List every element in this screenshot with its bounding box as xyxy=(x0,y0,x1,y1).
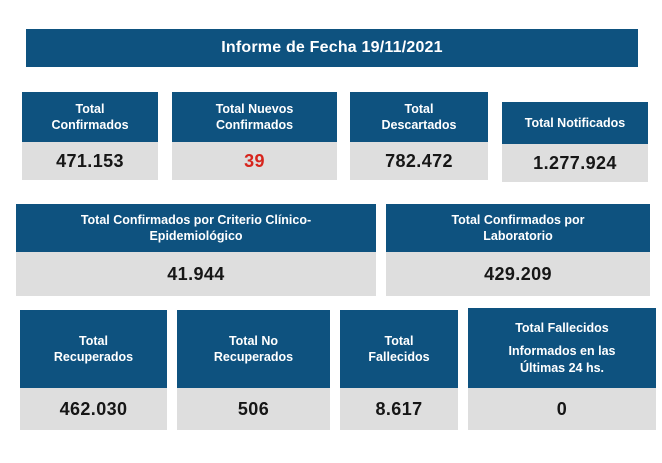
report-title: Informe de Fecha 19/11/2021 xyxy=(221,39,443,56)
card-label-fallecidos-24hs-line2: Informados en las Últimas 24 hs. xyxy=(508,344,616,375)
stat-card-confirmados-laboratorio: Total Confirmados por Laboratorio 429.20… xyxy=(386,204,650,296)
stat-card-total-nuevos-confirmados: Total Nuevos Confirmados 39 xyxy=(172,92,337,180)
stat-card-total-recuperados: Total Recuperados 462.030 xyxy=(20,310,167,430)
card-label-total-recuperados: Total Recuperados xyxy=(20,310,167,388)
card-label-confirmados-criterio-clinico: Total Confirmados por Criterio Clínico- … xyxy=(16,204,376,252)
card-label-total-confirmados: Total Confirmados xyxy=(22,92,158,142)
card-label-total-no-recuperados: Total No Recuperados xyxy=(177,310,330,388)
card-value-confirmados-laboratorio: 429.209 xyxy=(386,252,650,296)
card-value-fallecidos-ultimas-24hs: 0 xyxy=(468,388,656,430)
card-value-total-confirmados: 471.153 xyxy=(22,142,158,180)
card-value-total-notificados: 1.277.924 xyxy=(502,144,648,182)
card-label-fallecidos-ultimas-24hs: Total Fallecidos Informados en las Últim… xyxy=(468,308,656,388)
card-value-total-descartados: 782.472 xyxy=(350,142,488,180)
report-title-bar: Informe de Fecha 19/11/2021 xyxy=(26,29,638,67)
card-label-total-notificados: Total Notificados xyxy=(502,102,648,144)
card-label-fallecidos-24hs-line1: Total Fallecidos xyxy=(515,321,609,336)
card-value-total-recuperados: 462.030 xyxy=(20,388,167,430)
card-value-total-nuevos-confirmados: 39 xyxy=(172,142,337,180)
stat-card-total-descartados: Total Descartados 782.472 xyxy=(350,92,488,180)
card-value-total-fallecidos: 8.617 xyxy=(340,388,458,430)
card-value-total-no-recuperados: 506 xyxy=(177,388,330,430)
card-label-total-descartados: Total Descartados xyxy=(350,92,488,142)
stat-card-confirmados-criterio-clinico: Total Confirmados por Criterio Clínico- … xyxy=(16,204,376,296)
card-label-total-fallecidos: Total Fallecidos xyxy=(340,310,458,388)
stat-card-fallecidos-ultimas-24hs: Total Fallecidos Informados en las Últim… xyxy=(468,308,656,430)
stat-card-total-fallecidos: Total Fallecidos 8.617 xyxy=(340,310,458,430)
stat-card-total-confirmados: Total Confirmados 471.153 xyxy=(22,92,158,180)
card-label-total-nuevos-confirmados: Total Nuevos Confirmados xyxy=(172,92,337,142)
stat-card-total-notificados: Total Notificados 1.277.924 xyxy=(502,102,648,182)
stat-card-total-no-recuperados: Total No Recuperados 506 xyxy=(177,310,330,430)
card-label-confirmados-laboratorio: Total Confirmados por Laboratorio xyxy=(386,204,650,252)
card-value-confirmados-criterio-clinico: 41.944 xyxy=(16,252,376,296)
